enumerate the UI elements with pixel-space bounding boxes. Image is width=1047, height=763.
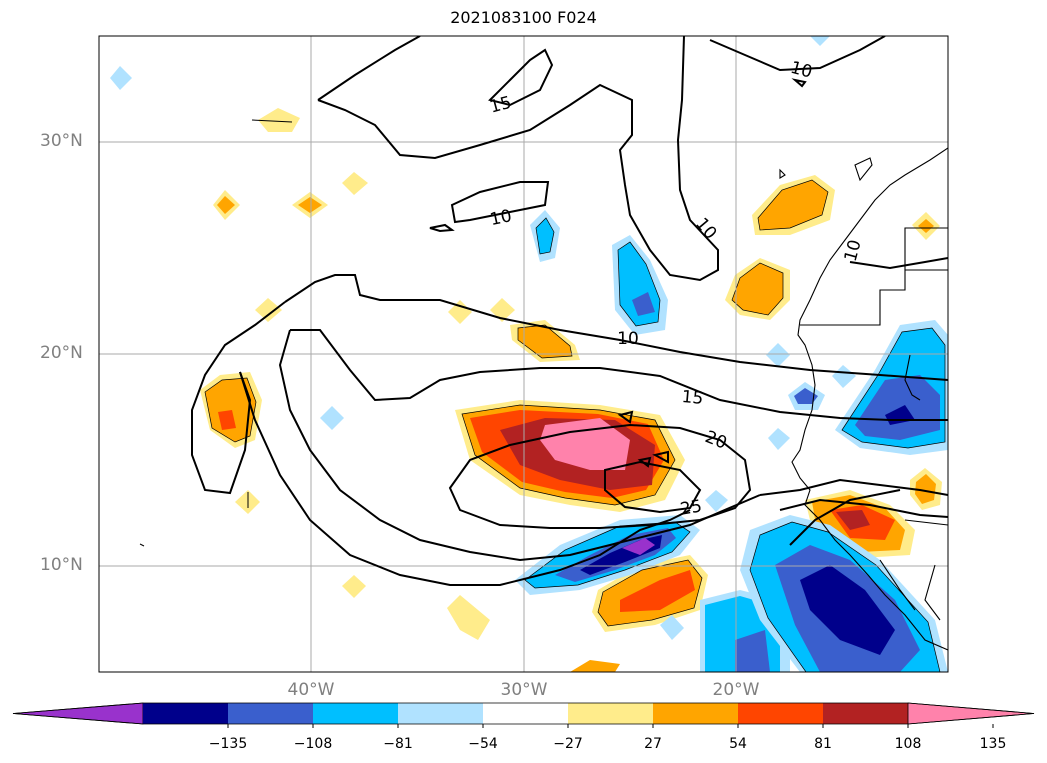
colorbar-tick-label: 27 [644,736,662,752]
contour-label: 10 [488,206,513,230]
colorbar-tick-label: −81 [383,736,413,752]
colorbar-segment [228,703,313,724]
negative-anomaly-shading [110,36,948,672]
map-gridlines [99,36,948,672]
colorbar-tick-label: −108 [293,736,333,752]
lat-label-10n: 10°N [40,555,83,575]
colorbar-segment [653,703,738,724]
contour-label: 25 [679,496,704,519]
colorbar-segment [568,703,653,724]
colorbar-segment [313,703,398,724]
map-frame [98,35,949,673]
small-feature-marks [139,119,293,547]
colorbar-segment [823,703,908,724]
colorbar-tick-label: −27 [553,736,583,752]
colorbar-tick-label: −135 [208,736,248,752]
contour-label: 10 [617,329,639,349]
colorbar-tick-label: 135 [979,736,1007,752]
lat-label-30n: 30°N [40,131,83,151]
colorbar-tick-label: 108 [894,736,922,752]
contour-lines [191,36,948,586]
colorbar-tick-label: 81 [814,736,832,752]
contour-labels: 15 10 10 10 10 15 20 25 10 [488,58,866,520]
lon-label-40w: 40°W [287,680,335,700]
positive-anomaly-shading [200,108,942,672]
lon-label-30w: 30°W [500,680,548,700]
colorbar-extend-max [907,702,1035,725]
colorbar-outline [12,702,1035,725]
colorbar-segment [738,703,823,724]
coastlines [779,147,948,651]
colorbar-tick-label: 54 [729,736,747,752]
shading-outlines [204,179,946,672]
colorbar-extend-min [12,702,144,725]
contour-label: 15 [681,387,704,409]
lat-label-20n: 20°N [40,343,83,363]
colorbar-segment [483,703,568,724]
lon-label-20w: 20°W [712,680,760,700]
colorbar-segment [143,703,228,724]
map-title: 2021083100 F024 [450,8,597,27]
colorbar-segment [398,703,483,724]
colorbar-tick-label: −54 [468,736,498,752]
